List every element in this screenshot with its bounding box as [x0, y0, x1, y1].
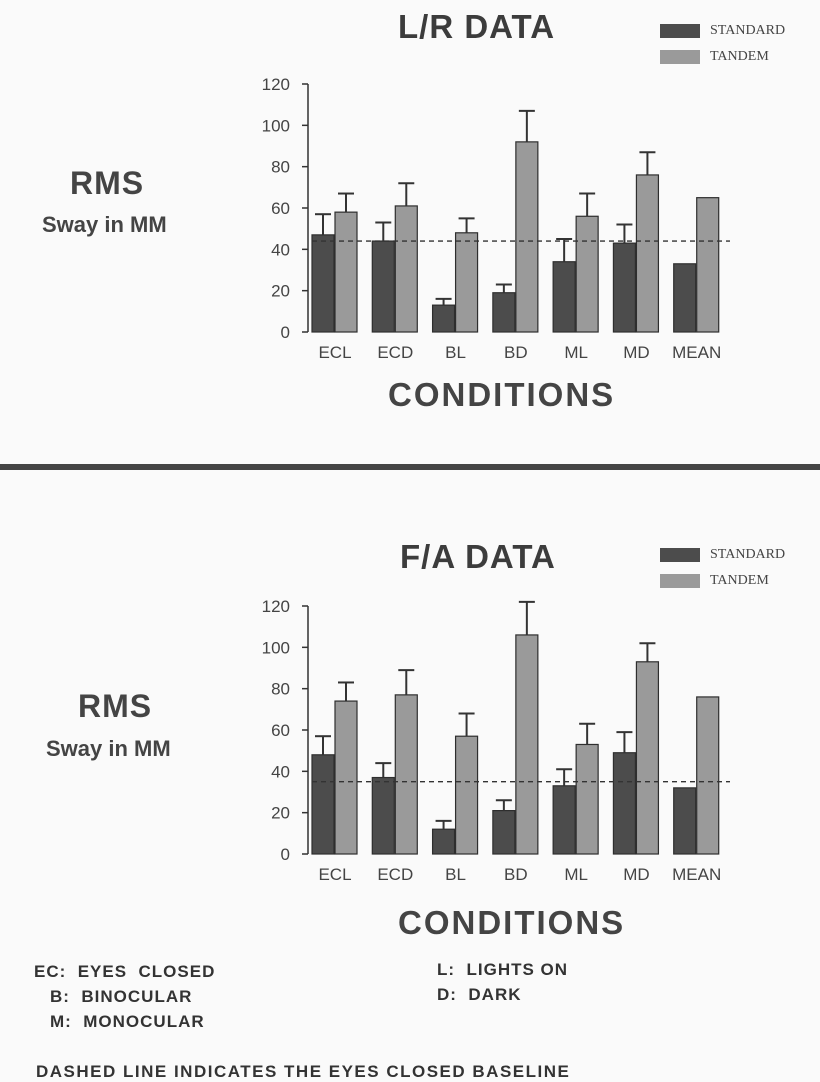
y-axis-sublabel-lr: Sway in MM [42, 212, 167, 237]
x-tick-label-ml-lr: ML [564, 343, 588, 362]
x-tick-label-bd-lr: BD [504, 343, 528, 362]
bar-tandem-mean-lr [696, 197, 720, 333]
chart-title-fa: F/A DATA [400, 538, 556, 575]
y-tick-label-fa: 20 [271, 804, 290, 823]
bar-standard-md-lr [612, 242, 637, 333]
y-tick-label-fa: 0 [281, 845, 290, 864]
bar-standard-ecl-fa [311, 754, 335, 855]
chart-lr: 0 20 40 60 80 100 120 ECL ECD BL BD ML MD MEAN [262, 75, 730, 362]
bar-standard-mean-fa [673, 787, 697, 855]
key-monocular: M: MONOCULAR [50, 1012, 205, 1031]
bar-standard-mean-lr [673, 263, 697, 333]
y-tick-label-lr: 120 [262, 75, 290, 94]
y-tick-label-lr: 40 [271, 240, 290, 259]
bar-standard-ecd-lr [371, 240, 395, 333]
bar-tandem-ml-fa [575, 743, 599, 855]
legend-label-standard-lr: STANDARD [710, 23, 786, 38]
bar-tandem-ecd-fa [394, 694, 418, 855]
y-tick-label-lr: 0 [281, 323, 290, 342]
bar-tandem-bl-lr [454, 232, 479, 333]
y-tick-label-lr: 100 [262, 116, 290, 135]
bar-tandem-ml-lr [575, 215, 599, 333]
y-tick-label-lr: 20 [271, 282, 290, 301]
x-tick-label-ml-fa: ML [564, 865, 588, 884]
legend-swatch-tandem-lr [660, 50, 700, 64]
x-tick-label-ecd-lr: ECD [377, 343, 413, 362]
x-tick-label-bl-fa: BL [445, 865, 466, 884]
legend-label-standard-fa: STANDARD [710, 547, 786, 562]
x-tick-label-bl-lr: BL [445, 343, 466, 362]
x-tick-label-bd-fa: BD [504, 865, 528, 884]
bar-tandem-ecl-lr [334, 211, 358, 333]
y-tick-label-fa: 120 [262, 597, 290, 616]
legend-label-tandem-fa: TANDEM [710, 573, 769, 588]
chart-fa: 0 20 40 60 80 100 120 ECL ECD BL BD ML MD MEAN [262, 597, 730, 884]
bar-standard-bd-fa [492, 810, 516, 855]
y-axis-sublabel-fa: Sway in MM [46, 736, 171, 761]
y-tick-label-fa: 40 [271, 762, 290, 781]
bar-standard-md-fa [612, 752, 637, 855]
legend-swatch-tandem-fa [660, 574, 700, 588]
x-axis-label-fa: CONDITIONS [398, 904, 626, 941]
key-eyes-closed: EC: EYES CLOSED [34, 962, 216, 981]
bar-tandem-ecd-lr [394, 205, 418, 333]
legend-swatch-standard-fa [660, 548, 700, 562]
bar-standard-bl-fa [431, 828, 456, 855]
bar-tandem-bd-lr [515, 141, 539, 333]
y-tick-label-fa: 60 [271, 721, 290, 740]
bar-standard-ecl-lr [311, 234, 335, 333]
key-lights-on: L: LIGHTS ON [437, 960, 569, 979]
y-axis-label-lr: RMS [70, 165, 145, 201]
x-tick-label-ecd-fa: ECD [377, 865, 413, 884]
x-axis-label-lr: CONDITIONS [388, 376, 616, 413]
bar-standard-bd-lr [492, 292, 516, 333]
bar-standard-ecd-fa [371, 776, 395, 855]
bar-tandem-mean-fa [696, 696, 720, 855]
footnote-baseline: DASHED LINE INDICATES THE EYES CLOSED BA… [36, 1062, 571, 1081]
y-tick-label-fa: 100 [262, 638, 290, 657]
y-tick-label-fa: 80 [271, 680, 290, 699]
legend-label-tandem-lr: TANDEM [710, 49, 769, 64]
bar-tandem-md-lr [635, 174, 660, 333]
bar-standard-ml-fa [552, 785, 576, 855]
x-tick-label-md-fa: MD [623, 865, 649, 884]
x-tick-label-mean-fa: MEAN [672, 865, 721, 884]
x-tick-label-md-lr: MD [623, 343, 649, 362]
x-tick-label-mean-lr: MEAN [672, 343, 721, 362]
y-tick-label-lr: 60 [271, 199, 290, 218]
bar-standard-bl-lr [431, 304, 456, 333]
key-dark: D: DARK [437, 985, 522, 1004]
x-tick-label-ecl-lr: ECL [318, 343, 351, 362]
bar-tandem-ecl-fa [334, 700, 358, 855]
chart-title-lr: L/R DATA [398, 8, 556, 45]
bar-standard-ml-lr [552, 261, 576, 333]
y-tick-label-lr: 80 [271, 158, 290, 177]
legend-swatch-standard-lr [660, 24, 700, 38]
section-divider [0, 464, 820, 470]
x-tick-label-ecl-fa: ECL [318, 865, 351, 884]
key-binocular: B: BINOCULAR [50, 987, 193, 1006]
bar-tandem-md-fa [635, 661, 660, 855]
bar-tandem-bl-fa [454, 735, 479, 855]
bar-tandem-bd-fa [515, 634, 539, 855]
y-axis-label-fa: RMS [78, 688, 153, 724]
